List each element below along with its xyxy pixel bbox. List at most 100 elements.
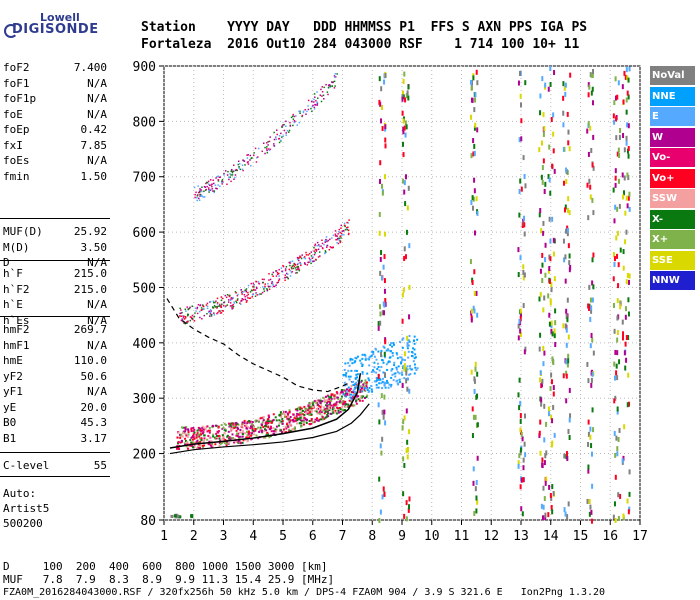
echo-point [358, 385, 361, 388]
echo-point [563, 453, 566, 459]
echo-point [586, 498, 589, 504]
x-tick-label: 11 [454, 529, 470, 544]
echo-point [312, 421, 315, 424]
echo-point [388, 360, 391, 363]
echo-point [337, 398, 340, 401]
echo-point [587, 378, 590, 384]
echo-point [198, 427, 201, 430]
echo-point [381, 436, 384, 442]
echo-point [268, 288, 271, 290]
echo-point [622, 513, 625, 519]
echo-point [382, 486, 385, 492]
echo-point [208, 310, 211, 313]
param-value: N/A [87, 107, 107, 121]
echo-point [616, 315, 619, 321]
echo-point [550, 282, 553, 288]
echo-point [200, 433, 203, 436]
echo-point [328, 398, 331, 401]
echo-point [251, 429, 254, 432]
echo-point [287, 419, 290, 422]
echo-point [265, 434, 268, 437]
echo-point [293, 115, 296, 118]
echo-point [293, 426, 296, 429]
echo-point [403, 351, 406, 357]
echo-point [553, 70, 556, 76]
echo-point [523, 272, 526, 278]
echo-point [354, 391, 357, 394]
echo-point [304, 418, 307, 421]
echo-point [230, 170, 232, 173]
echo-point [268, 272, 270, 275]
echo-point [305, 411, 308, 414]
echo-point [359, 389, 362, 392]
echo-point [302, 417, 305, 420]
echo-point [380, 275, 383, 281]
echo-point [614, 349, 617, 355]
echo-point [272, 413, 275, 416]
echo-point [564, 204, 567, 210]
echo-point [372, 352, 375, 355]
echo-point [242, 159, 244, 161]
echo-point [403, 377, 406, 380]
echo-point [627, 279, 630, 285]
echo-point [203, 437, 206, 440]
echo-point [408, 496, 411, 502]
echo-point [212, 300, 215, 303]
param-key: foEp [3, 123, 30, 136]
echo-point [218, 434, 221, 437]
echo-point [240, 300, 242, 302]
echo-point [346, 228, 349, 231]
echo-point [373, 380, 376, 383]
echo-point [568, 434, 571, 440]
echo-point [313, 253, 316, 256]
echo-point [255, 161, 258, 163]
param-value: 7.400 [73, 61, 107, 74]
echo-point [551, 509, 554, 515]
echo-point [538, 212, 541, 218]
y-tick-label: 900 [133, 60, 156, 75]
echo-point [539, 370, 542, 376]
echo-point [518, 318, 521, 324]
param-row-he: h`E N/A [3, 298, 107, 312]
param-key: fxI [3, 138, 23, 152]
echo-point [540, 382, 543, 388]
echo-point [403, 415, 406, 421]
param-key: foF1 [3, 76, 30, 90]
echo-point [315, 250, 318, 252]
echo-point [203, 439, 206, 442]
echo-point [245, 299, 247, 301]
echo-point [201, 304, 204, 306]
echo-point [325, 416, 328, 419]
echo-point [181, 318, 183, 320]
echo-point [275, 419, 278, 422]
echo-point [218, 444, 221, 447]
echo-point [566, 362, 569, 368]
echo-point [184, 317, 187, 319]
echo-point [229, 299, 232, 302]
echo-point [331, 81, 333, 83]
param-divider [0, 316, 110, 317]
echo-point [229, 305, 232, 307]
echo-point [471, 195, 474, 201]
echo-point [308, 405, 311, 408]
echo-point [249, 297, 252, 299]
echo-point [180, 439, 183, 442]
echo-point [330, 394, 333, 397]
echo-point [473, 378, 476, 384]
echo-point [268, 416, 271, 419]
param-key: yF2 [3, 369, 23, 383]
echo-point [590, 332, 593, 338]
echo-point [616, 298, 619, 304]
echo-point [222, 310, 224, 312]
echo-point [355, 381, 358, 384]
echo-point [383, 310, 386, 316]
echo-point [377, 350, 380, 353]
echo-point [287, 131, 290, 133]
echo-point [225, 296, 228, 299]
echo-point [304, 108, 306, 111]
echo-point [281, 126, 283, 128]
echo-point [341, 405, 344, 408]
echo-point [190, 316, 193, 319]
echo-point [279, 429, 282, 432]
echo-point [348, 378, 351, 381]
